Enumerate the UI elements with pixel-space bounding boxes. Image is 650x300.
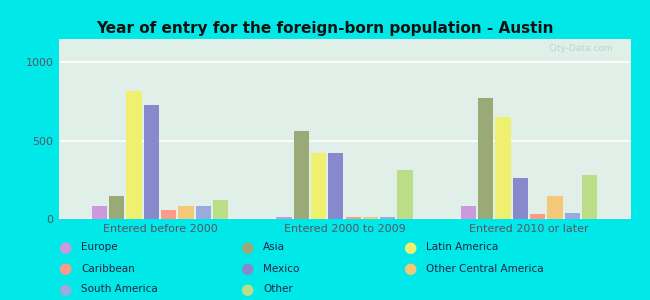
Text: ●: ● bbox=[403, 240, 416, 255]
Bar bbox=[294, 131, 309, 219]
Text: ●: ● bbox=[58, 261, 72, 276]
Bar bbox=[346, 217, 361, 219]
Bar bbox=[276, 217, 292, 219]
Text: ●: ● bbox=[240, 261, 254, 276]
Text: ●: ● bbox=[240, 240, 254, 255]
Text: City-Data.com: City-Data.com bbox=[549, 44, 614, 53]
Bar bbox=[178, 206, 194, 219]
Text: ●: ● bbox=[58, 240, 72, 255]
Text: ●: ● bbox=[240, 282, 254, 297]
Bar bbox=[461, 206, 476, 219]
Bar bbox=[161, 210, 176, 219]
Text: ●: ● bbox=[58, 282, 72, 297]
Text: Caribbean: Caribbean bbox=[81, 263, 135, 274]
Bar bbox=[109, 196, 124, 219]
Bar bbox=[397, 170, 413, 219]
Bar bbox=[126, 91, 142, 219]
Bar bbox=[380, 217, 395, 219]
Text: South America: South America bbox=[81, 284, 158, 295]
Bar bbox=[311, 153, 326, 219]
Bar bbox=[478, 98, 493, 219]
Bar bbox=[92, 206, 107, 219]
Text: Europe: Europe bbox=[81, 242, 118, 253]
Bar bbox=[495, 117, 511, 219]
Text: Year of entry for the foreign-born population - Austin: Year of entry for the foreign-born popul… bbox=[96, 21, 554, 36]
Text: Mexico: Mexico bbox=[263, 263, 300, 274]
Bar bbox=[144, 105, 159, 219]
Bar bbox=[328, 153, 343, 219]
Bar bbox=[363, 217, 378, 219]
Bar bbox=[196, 206, 211, 219]
Bar bbox=[565, 213, 580, 219]
Bar bbox=[547, 196, 563, 219]
Text: Asia: Asia bbox=[263, 242, 285, 253]
Bar bbox=[530, 214, 545, 219]
Bar bbox=[513, 178, 528, 219]
Text: Latin America: Latin America bbox=[426, 242, 498, 253]
Bar bbox=[213, 200, 228, 219]
Text: ●: ● bbox=[403, 261, 416, 276]
Text: Other: Other bbox=[263, 284, 293, 295]
Text: Other Central America: Other Central America bbox=[426, 263, 543, 274]
Bar bbox=[582, 175, 597, 219]
